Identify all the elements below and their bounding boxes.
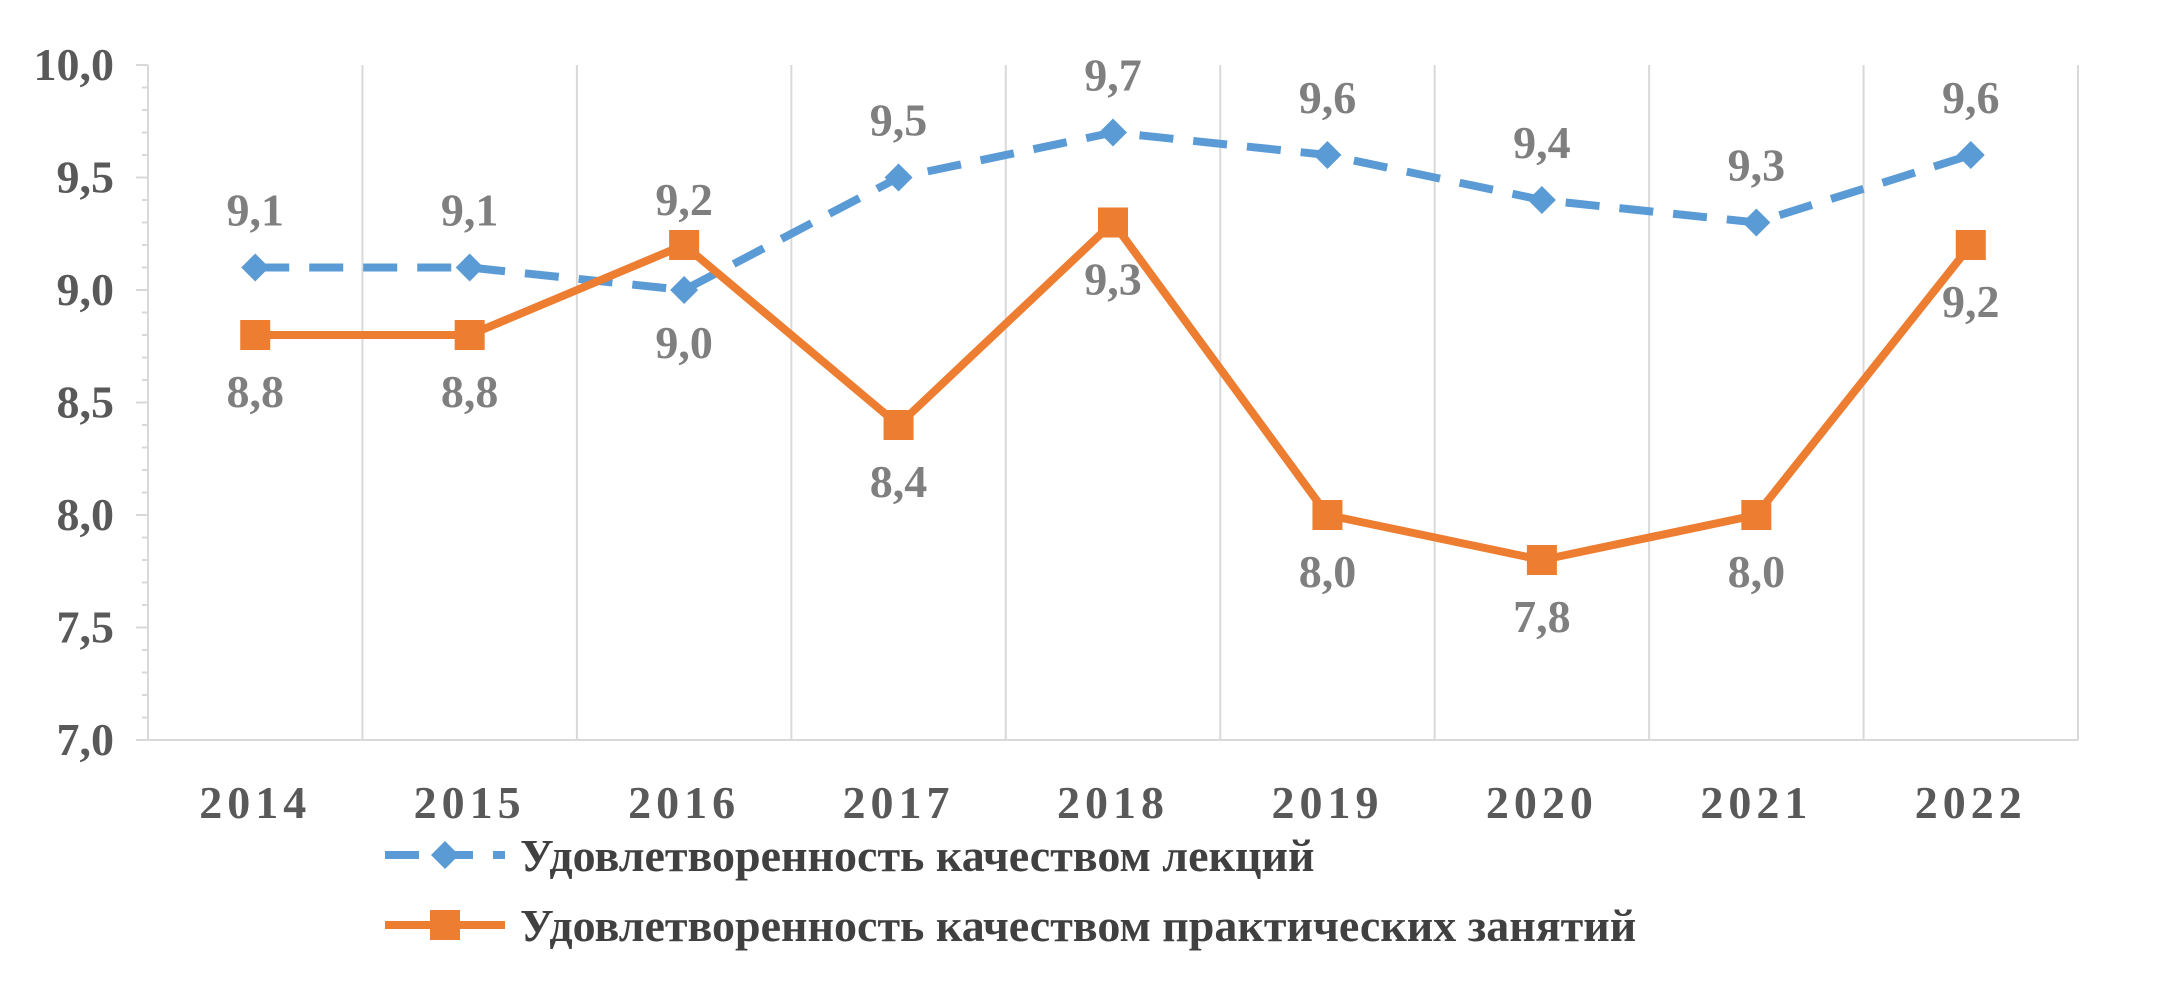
practical-square-marker [1312, 500, 1343, 530]
y-tick-label: 8,0 [57, 489, 115, 540]
data-labels: 9,1 9,1 9,0 9,5 9,7 9,6 9,4 9,3 9,6 8,8 8,8 9,2 8,4 9… [226, 50, 1999, 643]
axes: 7,0 7,5 8,0 8,5 9,0 9,5 10,0 2014 2015 2016 2017 20… [34, 39, 2078, 828]
legend-entry-lectures: Удовлетворенность качеством лекций [385, 830, 1315, 881]
x-tick-label: 2017 [843, 777, 955, 828]
lectures-data-label: 9,0 [655, 317, 713, 368]
y-tick-label: 7,5 [57, 602, 115, 653]
practical-data-label: 9,2 [655, 174, 713, 225]
practical-square-marker [1955, 230, 1986, 260]
legend-label: Удовлетворенность качеством лекций [520, 830, 1315, 881]
practical-square-marker [454, 320, 485, 350]
x-tick-label: 2019 [1271, 777, 1383, 828]
legend: Удовлетворенность качеством лекций Удовле… [385, 830, 1636, 951]
lectures-data-label: 9,6 [1942, 72, 2000, 123]
lectures-diamond-marker [1742, 208, 1771, 237]
practical-data-label: 8,8 [226, 366, 284, 417]
legend-label: Удовлетворенность качеством практических… [520, 900, 1636, 951]
lectures-data-label: 9,7 [1084, 50, 1142, 101]
gridlines [361, 65, 2079, 740]
x-tick-label: 2020 [1486, 777, 1598, 828]
practical-data-label: 8,4 [870, 456, 928, 507]
y-tick-label: 9,5 [57, 152, 115, 203]
lectures-data-label: 9,6 [1299, 72, 1357, 123]
practical-data-label: 7,8 [1513, 591, 1571, 642]
x-tick-label: 2016 [628, 777, 740, 828]
practical-data-label: 9,3 [1084, 254, 1142, 305]
x-tick-label: 2014 [199, 777, 311, 828]
practical-data-label: 8,0 [1728, 546, 1786, 597]
lectures-data-label: 9,1 [441, 185, 499, 236]
practical-square-marker [240, 320, 271, 350]
legend-diamond-marker [431, 841, 459, 869]
lectures-diamond-marker [241, 253, 270, 282]
legend-square-marker [430, 910, 460, 940]
y-tick-label: 10,0 [34, 39, 115, 90]
lectures-diamond-marker [1956, 141, 1985, 169]
practical-square-marker [1098, 207, 1128, 238]
practical-square-marker [669, 230, 700, 260]
practical-square-marker [1741, 500, 1772, 530]
x-tick-label: 2022 [1915, 777, 2027, 828]
lectures-diamond-marker [1099, 118, 1127, 147]
series [240, 118, 1986, 575]
lectures-diamond-marker [670, 276, 699, 304]
y-tick-label: 8,5 [57, 377, 115, 428]
lectures-data-label: 9,4 [1513, 117, 1571, 168]
practical-square-marker [1526, 545, 1557, 575]
lectures-diamond-marker [1527, 186, 1556, 214]
lectures-diamond-marker [1313, 141, 1342, 169]
x-tick-label: 2018 [1057, 777, 1169, 828]
x-tick-label: 2015 [414, 777, 526, 828]
lectures-data-label: 9,1 [226, 185, 284, 236]
lectures-diamond-marker [455, 253, 484, 282]
practical-square-marker [883, 410, 914, 440]
practical-data-label: 8,8 [441, 366, 499, 417]
lectures-data-label: 9,3 [1728, 140, 1786, 191]
practical-data-label: 8,0 [1299, 546, 1357, 597]
lectures-data-label: 9,5 [870, 95, 928, 146]
lectures-diamond-marker [884, 163, 913, 192]
x-tick-label: 2021 [1700, 777, 1812, 828]
y-tick-label: 9,0 [57, 264, 115, 315]
y-tick-label: 7,0 [57, 714, 115, 765]
legend-entry-practical: Удовлетворенность качеством практических… [385, 900, 1636, 951]
practical-data-label: 9,2 [1942, 276, 2000, 327]
